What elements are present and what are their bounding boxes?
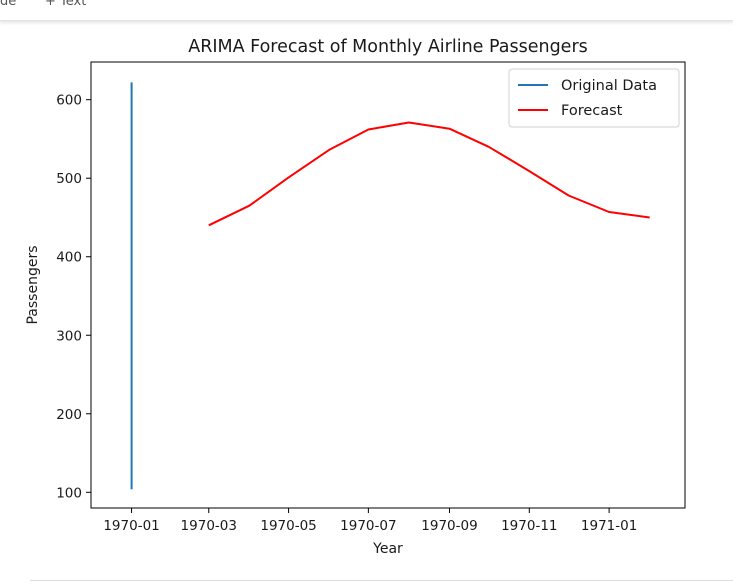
notebook-toolbar: de + Text — [0, 0, 733, 21]
x-tick-label: 1970-09 — [421, 518, 477, 534]
x-tick-label: 1970-05 — [260, 518, 316, 534]
legend-label: Forecast — [561, 103, 623, 119]
x-tick-label: 1970-07 — [340, 518, 396, 534]
toolbar-fragment: de — [0, 0, 17, 9]
legend: Original Data Forecast — [508, 68, 680, 128]
chart-title: ARIMA Forecast of Monthly Airline Passen… — [188, 37, 588, 57]
series-layer — [130, 82, 650, 490]
legend-frame — [508, 68, 680, 128]
add-text-button[interactable]: + Text — [45, 0, 87, 9]
y-tick-label: 500 — [56, 171, 82, 187]
y-tick-label: 200 — [56, 407, 82, 423]
series-line-forecast — [208, 121, 650, 227]
y-axis: 100 200 300 400 500 600 — [56, 93, 91, 501]
legend-label: Original Data — [561, 78, 657, 94]
x-tick-label: 1970-03 — [181, 518, 237, 534]
cell-divider — [30, 580, 733, 581]
x-tick-label: 1970-11 — [501, 518, 557, 534]
x-tick-label: 1970-01 — [103, 518, 159, 534]
y-tick-label: 600 — [56, 93, 82, 109]
x-axis-label: Year — [372, 541, 403, 557]
x-axis: 1970-01 1970-03 1970-05 1970-07 1970-09 1970-… — [103, 508, 637, 534]
y-axis-label: Passengers — [25, 245, 41, 324]
y-tick-label: 300 — [56, 328, 82, 344]
y-tick-label: 400 — [56, 250, 82, 266]
x-tick-label: 1971-01 — [581, 518, 637, 534]
y-tick-label: 100 — [56, 485, 82, 501]
plot-area — [90, 61, 686, 509]
